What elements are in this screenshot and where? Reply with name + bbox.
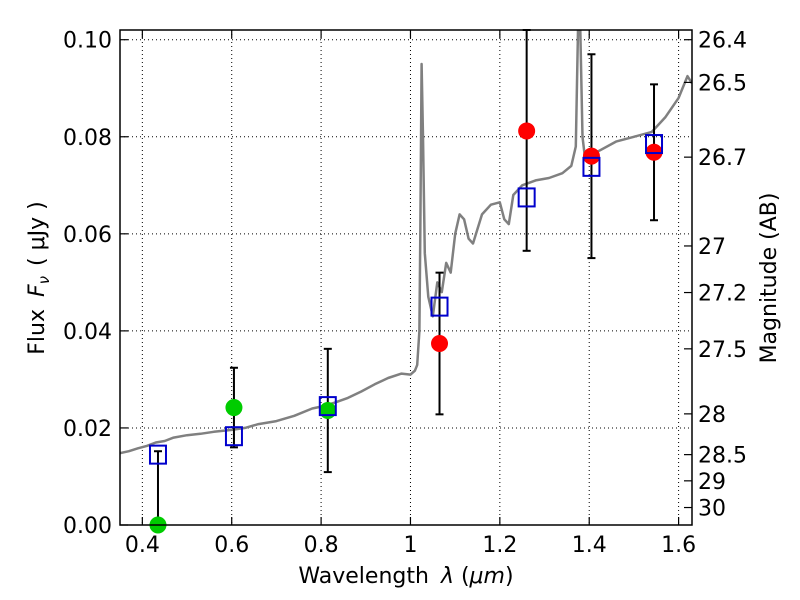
x-tick-label: 1.4 — [572, 533, 607, 558]
y-axis-label: FluxFν( μJy ) — [25, 201, 53, 354]
data-point-square — [430, 296, 449, 317]
y2-tick-label: 27.2 — [698, 282, 747, 307]
y2-tick-label: 27 — [698, 235, 726, 260]
y-tick-label: 0.10 — [63, 29, 112, 54]
y2-axis-label: Magnitude (AB) — [757, 193, 782, 364]
model-spectrum — [120, 30, 692, 455]
y-tick-label: 0.00 — [63, 514, 112, 539]
y2-tick-label: 27.5 — [698, 338, 747, 363]
x-tick-label: 0.4 — [125, 533, 160, 558]
y-tick-label: 0.02 — [63, 417, 112, 442]
x-axis-label: Wavelength λ (μm) — [298, 564, 513, 589]
x-tick-label: 0.8 — [304, 533, 339, 558]
plot-frame — [119, 29, 693, 526]
data-markers — [148, 122, 664, 534]
data-point-square — [318, 396, 337, 417]
data-point-circle — [431, 335, 449, 352]
y2-tick-label: 30 — [698, 497, 726, 522]
x-tick-label: 1.2 — [482, 533, 517, 558]
y2-tick-label: 26.4 — [698, 29, 747, 54]
ticks: 0.4 0.6 0.8 1 1.2 1.4 1.6 0.00 0.02 0.04 0.06 0.08 0… — [63, 29, 747, 558]
y2-tick-label: 26.7 — [698, 146, 747, 171]
data-point-circle — [225, 399, 243, 417]
data-point-square — [517, 187, 536, 208]
y2-tick-label: 29 — [698, 470, 726, 495]
data-point-square — [224, 426, 243, 447]
y2-tick-label: 28.5 — [698, 444, 747, 469]
data-point-circle — [582, 147, 600, 165]
data-point-square — [645, 134, 664, 155]
y2-tick-label: 26.5 — [698, 71, 747, 96]
y-tick-label: 0.08 — [63, 126, 112, 151]
x-tick-label: 0.6 — [214, 533, 249, 558]
data-point-square — [582, 156, 601, 177]
x-tick-label: 1 — [403, 533, 417, 558]
data-point-circle — [518, 122, 536, 140]
y-tick-label: 0.04 — [63, 320, 112, 345]
y-tick-label: 0.06 — [63, 223, 112, 248]
spectrum-line — [120, 30, 692, 455]
y2-tick-label: 28 — [698, 403, 726, 428]
grid — [120, 30, 692, 526]
x-tick-label: 1.6 — [661, 533, 696, 558]
data-point-square — [148, 444, 167, 465]
